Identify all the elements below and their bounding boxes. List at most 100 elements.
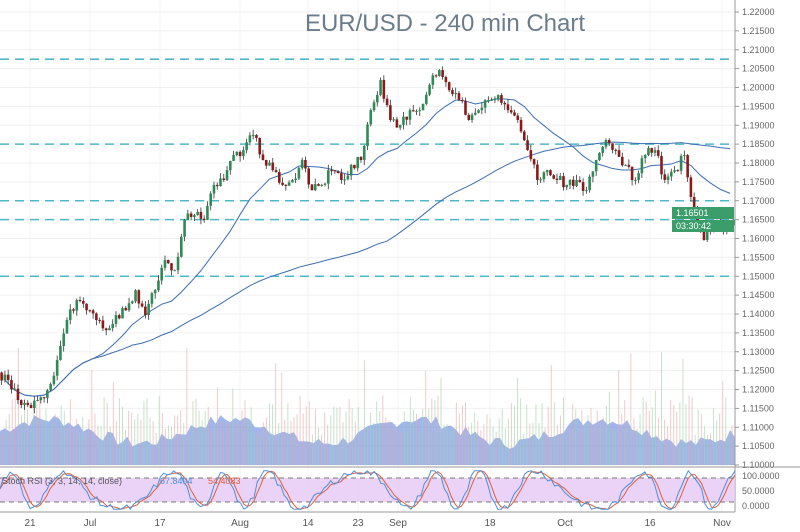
candle-body: [558, 176, 562, 180]
candle-body: [330, 170, 333, 172]
price-tick-label: 1.10000: [742, 460, 775, 470]
candle-body: [264, 159, 268, 166]
candle-body: [630, 166, 634, 181]
candle-body: [245, 142, 248, 151]
candle-body: [157, 280, 160, 291]
candle-body: [444, 76, 448, 83]
candle-body: [362, 145, 366, 160]
candle-body: [104, 328, 108, 331]
candle-body: [460, 99, 464, 102]
candle-body: [542, 172, 546, 180]
candle-body: [62, 333, 65, 347]
stoch-rsi-pane: [0, 469, 736, 511]
candle-body: [490, 99, 493, 101]
candle-body: [42, 397, 46, 399]
candle-body: [235, 151, 239, 156]
candle-body: [506, 104, 510, 111]
candle-body: [183, 220, 186, 237]
candle-body: [425, 94, 428, 104]
candle-body: [0, 372, 3, 381]
candle-body: [464, 101, 467, 115]
candle-body: [193, 215, 196, 217]
candle-body: [643, 155, 647, 159]
candle-body: [189, 213, 193, 217]
candle-body: [356, 156, 359, 169]
stoch-tick-0: 0.0000: [742, 501, 770, 511]
candle-body: [379, 79, 382, 95]
candle-body: [598, 152, 601, 160]
stoch-tick-50: 50.0000: [742, 486, 775, 496]
price-tick-label: 1.15500: [742, 252, 775, 262]
candle-body: [578, 179, 582, 183]
candle-body: [565, 184, 569, 188]
candle-body: [496, 95, 500, 100]
candle-body: [372, 102, 376, 111]
candle-body: [65, 320, 69, 334]
candle-body: [229, 160, 232, 171]
price-tick-label: 1.18000: [742, 158, 775, 168]
candle-body: [634, 179, 637, 181]
candle-body: [650, 148, 653, 153]
candle-body: [500, 95, 503, 103]
candle-body: [454, 93, 457, 95]
candle-body: [3, 374, 7, 381]
candle-body: [78, 300, 82, 302]
candle-body: [627, 164, 631, 167]
candle-body: [594, 159, 598, 172]
candle-body: [95, 313, 98, 321]
candle-body: [251, 135, 255, 137]
candle-body: [408, 110, 412, 120]
candle-body: [585, 190, 588, 192]
candle-body: [6, 374, 10, 381]
price-tick-label: 1.14500: [742, 290, 775, 300]
time-tick-label: 18: [484, 518, 496, 529]
candle-body: [519, 119, 523, 132]
candle-body: [36, 400, 39, 402]
candle-body: [382, 79, 386, 99]
time-axis[interactable]: 21 Jul 17 Aug 14 23 Sep 18 Oct 16 Nov: [24, 518, 730, 529]
candle-body: [523, 131, 526, 141]
price-tick-label: 1.16500: [742, 215, 775, 225]
countdown-label: 03:30:42: [676, 221, 711, 231]
candle-body: [101, 320, 105, 329]
price-tick-label: 1.11500: [742, 403, 774, 413]
candle-body: [219, 178, 222, 187]
candle-body: [291, 179, 294, 183]
price-tick-label: 1.15000: [742, 271, 775, 281]
price-tick-label: 1.17500: [742, 177, 775, 187]
time-tick-label: 23: [352, 518, 364, 529]
candle-body: [68, 309, 72, 321]
candle-body: [647, 148, 650, 156]
candle-body: [402, 116, 405, 125]
candle-body: [271, 162, 275, 171]
candle-body: [405, 116, 408, 120]
candle-body: [656, 150, 660, 156]
candle-body: [366, 124, 369, 146]
candle-body: [607, 139, 611, 144]
candle-body: [673, 170, 676, 172]
candle-body: [493, 99, 497, 101]
candle-body: [29, 404, 33, 409]
candle-body: [144, 306, 147, 316]
candle-body: [611, 143, 614, 150]
candle-body: [180, 236, 183, 257]
price-tick-label: 1.12500: [742, 366, 775, 376]
time-tick-label: 21: [24, 518, 36, 529]
candle-body: [294, 178, 297, 180]
candle-body: [689, 177, 693, 197]
price-tick-label: 1.10500: [742, 441, 775, 451]
candle-body: [529, 150, 533, 160]
candle-body: [75, 300, 79, 311]
price-tick-label: 1.17000: [742, 196, 775, 206]
candle-body: [160, 267, 163, 281]
candle-body: [369, 110, 373, 125]
candle-body: [359, 156, 363, 160]
candle-body: [660, 155, 663, 175]
candle-body: [232, 155, 235, 161]
candle-body: [114, 315, 118, 324]
price-axis[interactable]: 1.22000 1.21500 1.21000 1.20500 1.20000 1.195…: [735, 7, 775, 470]
time-tick-label: Jul: [84, 518, 97, 529]
candle-body: [281, 182, 284, 185]
candle-body: [683, 155, 686, 157]
